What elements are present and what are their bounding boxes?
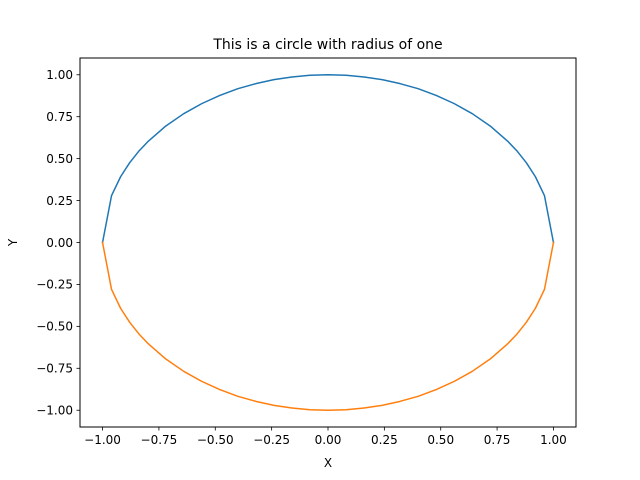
x-tick-label: −0.50 (197, 433, 234, 447)
x-tick-label: −0.75 (141, 433, 178, 447)
series-line-1 (101, 74, 555, 244)
y-axis-label: Y (6, 238, 20, 247)
y-tick-label: 0.25 (46, 194, 73, 208)
y-tick-label: 0.50 (46, 152, 73, 166)
x-axis: −1.00 −0.75 −0.50 −0.25 0.00 0.25 0.50 0.75 1.00 (84, 427, 567, 447)
y-tick-label: −0.50 (36, 320, 73, 334)
y-tick-label: 1.00 (46, 68, 73, 82)
y-tick-label: −0.75 (36, 362, 73, 376)
y-tick-label: −0.25 (36, 278, 73, 292)
x-tick-label: 0.50 (427, 433, 454, 447)
x-tick-label: 0.00 (315, 433, 342, 447)
series-layer (101, 74, 555, 411)
x-tick-label: 0.75 (484, 433, 511, 447)
x-tick-label: 0.25 (371, 433, 398, 447)
chart-title: This is a circle with radius of one (212, 37, 442, 53)
x-tick-label: −1.00 (84, 433, 121, 447)
y-tick-label: −1.00 (36, 404, 73, 418)
y-tick-label: 0.75 (46, 110, 73, 124)
y-axis: −1.00 −0.75 −0.50 −0.25 0.00 0.25 0.50 0.75 1.00 (36, 68, 80, 418)
x-tick-label: 1.00 (540, 433, 567, 447)
y-tick-label: 0.00 (46, 236, 73, 250)
x-tick-label: −0.25 (253, 433, 290, 447)
x-axis-label: X (324, 456, 332, 470)
series-line-2 (101, 241, 555, 411)
